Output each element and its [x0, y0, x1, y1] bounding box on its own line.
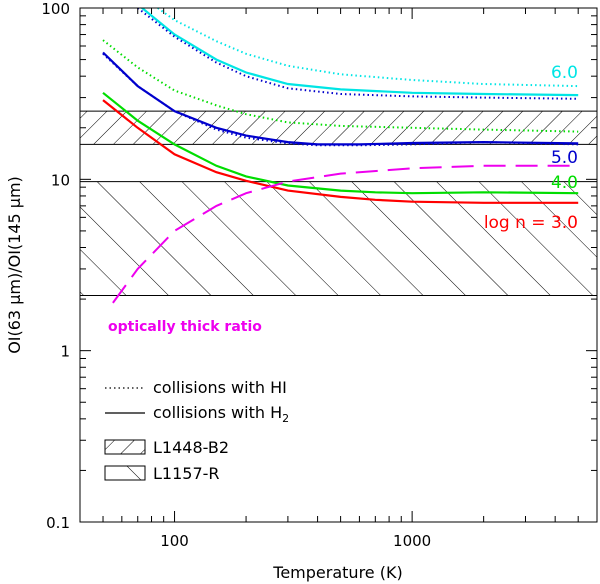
- band-l1157-r: [80, 181, 597, 296]
- plot-frame: [79, 7, 598, 523]
- legend-label: L1157-R: [153, 464, 220, 483]
- curve-label-0: 6.0: [551, 63, 578, 83]
- series-line-7: [102, 39, 579, 133]
- curve-labels: 6.0 5.0 4.0 log n = 3.0 optically thick rati…: [108, 63, 578, 335]
- y-axis-title: OI(63 μm)/OI(145 μm): [5, 176, 24, 354]
- series-line-3: [102, 53, 579, 147]
- y-tick-label: 1: [60, 343, 70, 361]
- series-line-1: [102, 91, 579, 195]
- legend-label: L1448-B2: [153, 438, 229, 457]
- curve-label-1: 5.0: [551, 148, 578, 168]
- curve-label-3: log n = 3.0: [484, 213, 578, 233]
- x-tick-label: 100: [160, 532, 189, 550]
- curve-label-4: optically thick ratio: [108, 319, 262, 335]
- band-l1448-b2: [80, 111, 597, 145]
- series-line-5: [157, 8, 579, 88]
- axis-ticks: 100 1000 0.1 1 10 100: [41, 0, 598, 550]
- series-lines: [102, 8, 579, 304]
- x-axis-title: Temperature (K): [272, 563, 402, 582]
- series-line-0: [102, 99, 579, 204]
- legend-swatch-hatch-backward: [104, 465, 146, 481]
- legend-label: collisions with H2: [153, 403, 289, 425]
- x-tick-label: 1000: [393, 532, 431, 550]
- series-line-4: [140, 8, 579, 97]
- legend: collisions with HI collisions with H2 L144…: [104, 378, 289, 483]
- legend-label: collisions with HI: [153, 378, 287, 397]
- legend-swatch-hatch-forward: [104, 439, 146, 455]
- y-tick-label: 0.1: [46, 514, 70, 532]
- y-tick-label: 10: [51, 171, 70, 189]
- y-tick-label: 100: [41, 0, 70, 18]
- series-line-8: [112, 164, 579, 304]
- series-line-6: [137, 8, 579, 100]
- curve-label-2: 4.0: [551, 173, 578, 193]
